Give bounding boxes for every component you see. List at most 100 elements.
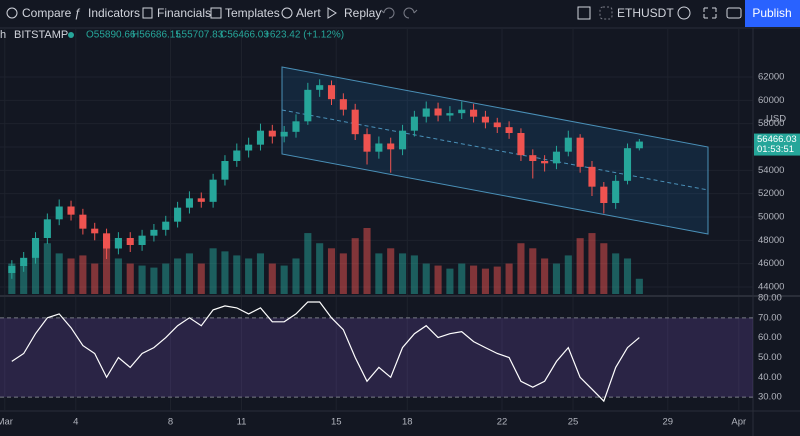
y-tick-label: 52000 bbox=[758, 188, 784, 199]
candle-body bbox=[233, 150, 241, 161]
candle-body bbox=[600, 186, 608, 203]
volume-bar bbox=[280, 265, 288, 294]
volume-bar bbox=[304, 233, 312, 294]
alert-label: Alert bbox=[296, 6, 321, 20]
fullscreen-button[interactable] bbox=[703, 7, 717, 19]
y-tick-label: 46000 bbox=[758, 258, 784, 269]
candle-body bbox=[564, 137, 572, 152]
compare-button[interactable]: Compare bbox=[6, 6, 72, 20]
y-tick-label: 60000 bbox=[758, 95, 784, 106]
candle-body bbox=[55, 206, 63, 220]
volume-bar bbox=[564, 255, 572, 294]
templates-label: Templates bbox=[225, 6, 280, 20]
candle-body bbox=[387, 143, 395, 150]
volume-bar bbox=[410, 255, 418, 294]
rsi-tick-label: 70.00 bbox=[758, 312, 782, 323]
x-tick-label: Apr bbox=[731, 417, 746, 428]
templates-button[interactable]: Templates bbox=[210, 6, 280, 20]
candle-body bbox=[327, 85, 336, 100]
rsi-tick-label: 60.00 bbox=[758, 332, 782, 343]
market-status bbox=[68, 32, 74, 38]
candle-body bbox=[31, 238, 40, 258]
y-tick-label: 54000 bbox=[758, 165, 784, 176]
volume-bar bbox=[529, 248, 537, 294]
redo-button[interactable] bbox=[403, 7, 418, 19]
volume-bar bbox=[375, 253, 383, 294]
volume-bar bbox=[79, 255, 87, 294]
candle-body bbox=[351, 109, 359, 135]
volume-bar bbox=[114, 258, 122, 294]
candle-body bbox=[434, 108, 442, 116]
volume-bar bbox=[552, 263, 561, 294]
candle-body bbox=[126, 238, 134, 245]
layout-button[interactable] bbox=[577, 6, 591, 20]
currency-label: USD bbox=[766, 114, 786, 125]
x-tick-label: Mar bbox=[0, 417, 13, 428]
replay-label: Replay bbox=[344, 6, 381, 20]
candle-body bbox=[339, 99, 347, 110]
candle-body bbox=[185, 198, 193, 208]
volume-bar bbox=[197, 263, 205, 294]
volume-bar bbox=[422, 263, 430, 294]
price-box bbox=[754, 133, 800, 156]
candle-body bbox=[612, 180, 620, 203]
undo-button[interactable] bbox=[380, 7, 395, 19]
candle-body bbox=[245, 144, 253, 151]
candle-body bbox=[505, 127, 513, 133]
alert-icon bbox=[281, 7, 293, 19]
volume-bar bbox=[233, 255, 241, 294]
y-tick-label: 62000 bbox=[758, 72, 784, 83]
legend-interval: h bbox=[0, 29, 6, 41]
rsi-tick-label: 80.00 bbox=[758, 293, 782, 304]
price-box-countdown: 01:53:51 bbox=[757, 144, 794, 155]
alert-button[interactable]: Alert bbox=[281, 6, 321, 20]
candle-body bbox=[623, 148, 632, 181]
y-tick-label: 48000 bbox=[758, 235, 784, 246]
x-tick-label: 22 bbox=[497, 417, 508, 428]
x-tick-label: 15 bbox=[331, 417, 342, 428]
symbol-button[interactable]: ETHUSDT bbox=[599, 6, 674, 20]
candle-body bbox=[221, 161, 229, 180]
x-tick-label: 8 bbox=[168, 417, 173, 428]
legend-high: H56686.15 bbox=[132, 30, 181, 41]
candle-body bbox=[150, 229, 158, 236]
publish-button[interactable]: Publish bbox=[745, 0, 800, 27]
volume-bar bbox=[138, 265, 146, 294]
volume-bar bbox=[174, 258, 182, 294]
volume-bar bbox=[339, 253, 347, 294]
volume-bar bbox=[588, 233, 596, 294]
volume-bar bbox=[209, 248, 217, 294]
volume-bar bbox=[316, 243, 324, 294]
snapshot-button[interactable] bbox=[726, 7, 742, 19]
candle-body bbox=[138, 235, 146, 245]
settings-button[interactable] bbox=[677, 6, 691, 20]
y-tick-label: 44000 bbox=[758, 282, 784, 293]
financials-label: Financials bbox=[157, 6, 211, 20]
volume-bar bbox=[398, 253, 407, 294]
volume-bar bbox=[268, 263, 276, 294]
indicators-button[interactable]: ƒ Indicators bbox=[74, 6, 140, 20]
candle-body bbox=[292, 121, 300, 132]
volume-bar bbox=[541, 258, 549, 294]
volume-bar bbox=[126, 263, 134, 294]
replay-button[interactable]: Replay bbox=[327, 6, 381, 20]
x-tick-label: 18 bbox=[402, 417, 413, 428]
candle-body bbox=[541, 161, 549, 164]
legend-change: +623.42 (+1.12%) bbox=[264, 30, 344, 41]
candle-body bbox=[552, 151, 561, 164]
y-tick-label: 58000 bbox=[758, 118, 784, 129]
candle-body bbox=[410, 116, 418, 131]
volume-bar bbox=[256, 253, 265, 294]
compare-label: Compare bbox=[22, 6, 72, 20]
candle-body bbox=[67, 206, 75, 215]
candle-body bbox=[91, 228, 99, 234]
financials-button[interactable]: Financials bbox=[142, 6, 211, 20]
x-tick-label: 29 bbox=[662, 417, 673, 428]
financials-icon bbox=[142, 7, 153, 19]
volume-bar bbox=[470, 265, 478, 294]
volume-bar bbox=[576, 238, 584, 294]
replay-icon bbox=[327, 7, 337, 19]
rsi-tick-label: 40.00 bbox=[758, 372, 782, 383]
legend-low: L55707.83 bbox=[176, 30, 224, 41]
